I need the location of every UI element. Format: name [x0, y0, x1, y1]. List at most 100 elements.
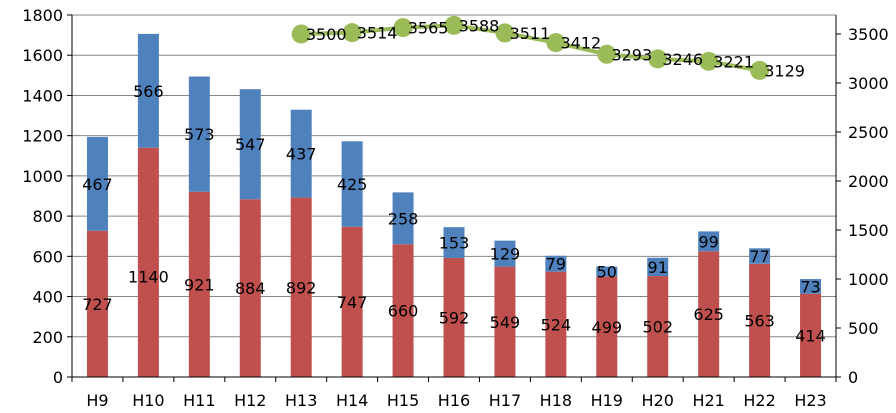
- data-label-upper: 99: [698, 232, 718, 251]
- line-point: [444, 15, 464, 35]
- bar-segment-upper: [341, 141, 363, 227]
- line-point: [546, 33, 566, 53]
- left-axis-tick-label: 800: [32, 207, 63, 226]
- data-labels: 727 467 1140 566 921 573 884 547 892 437 747 425 660…: [82, 16, 826, 345]
- line-data-label: 3129: [764, 61, 805, 80]
- right-axis-tick-label: 1500: [848, 221, 889, 240]
- line-data-label: 3221: [713, 52, 754, 71]
- bar-segment-lower: [698, 251, 720, 377]
- bar-segment-lower: [137, 147, 159, 377]
- bar-segment-lower: [443, 257, 465, 377]
- x-axis-tick-label: H13: [285, 391, 317, 410]
- left-axis-tick-label: 1600: [22, 46, 63, 65]
- bar-segment-lower: [749, 263, 771, 377]
- x-axis-tick-label: H12: [234, 391, 266, 410]
- right-axis-tick-label: 3500: [848, 25, 889, 44]
- data-label-lower: 625: [693, 305, 724, 324]
- right-axis-tick-label: 3000: [848, 74, 889, 93]
- line-point: [495, 23, 515, 43]
- data-label-upper: 566: [133, 82, 164, 101]
- line-point: [291, 24, 311, 44]
- data-label-lower: 660: [388, 302, 419, 321]
- data-label-lower: 414: [795, 326, 826, 345]
- data-label-upper: 73: [800, 277, 820, 296]
- bar-segment-lower: [545, 271, 567, 377]
- line-data-label: 3412: [561, 34, 602, 53]
- bars: [86, 33, 822, 377]
- bar-segment-upper: [749, 248, 771, 264]
- data-label-upper: 467: [82, 175, 113, 194]
- data-label-upper: 573: [184, 125, 215, 144]
- data-label-lower: 727: [82, 295, 113, 314]
- axes: 0 200 400 600 800 1000 1200 1400 1600 1800 0 500 100…: [22, 6, 888, 410]
- bar-segment-lower: [188, 191, 210, 377]
- line-series: [291, 15, 770, 80]
- line-data-label: 3246: [662, 50, 703, 69]
- data-label-upper: 129: [490, 245, 521, 264]
- x-axis-tick-label: H20: [642, 391, 674, 410]
- bar-segment-lower: [86, 230, 108, 377]
- line-point: [342, 23, 362, 43]
- right-axis-tick-label: 0: [848, 368, 858, 387]
- data-label-upper: 153: [439, 234, 470, 253]
- data-label-lower: 502: [642, 318, 673, 337]
- bar-segment-upper: [137, 33, 159, 148]
- bar-segment-upper: [188, 76, 210, 192]
- x-axis-tick-label: H11: [183, 391, 215, 410]
- right-axis-tick-label: 500: [848, 319, 879, 338]
- line-data-label: 3293: [611, 45, 652, 64]
- data-label-upper: 79: [546, 255, 566, 274]
- bar-segment-lower: [239, 199, 261, 377]
- line-data-label: 3588: [459, 16, 500, 35]
- line-point: [750, 60, 770, 80]
- right-axis-tick-label: 2000: [848, 172, 889, 191]
- left-axis-tick-label: 200: [32, 328, 63, 347]
- x-axis-tick-label: H23: [794, 391, 826, 410]
- bar-segment-upper: [290, 109, 312, 198]
- bar-segment-upper: [800, 279, 822, 294]
- bar-segment-lower: [647, 276, 669, 377]
- line-data-label: 3514: [357, 24, 398, 43]
- line-point: [699, 51, 719, 71]
- line-path: [301, 23, 760, 73]
- data-label-lower: 747: [337, 293, 368, 312]
- data-label-upper: 77: [749, 247, 769, 266]
- data-label-lower: 1140: [128, 267, 169, 286]
- x-axis-tick-label: H19: [591, 391, 623, 410]
- bar-segment-lower: [800, 293, 822, 377]
- data-label-upper: 425: [337, 175, 368, 194]
- x-axis-tick-label: H9: [86, 391, 108, 410]
- left-axis-tick-label: 1400: [22, 86, 63, 105]
- data-label-upper: 437: [286, 145, 317, 164]
- data-label-lower: 921: [184, 275, 215, 294]
- x-axis-tick-label: H15: [387, 391, 419, 410]
- bar-segment-upper: [443, 227, 465, 258]
- bar-segment-upper: [545, 255, 567, 272]
- x-axis-tick-label: H17: [489, 391, 521, 410]
- left-axis-tick-label: 1000: [22, 167, 63, 186]
- data-label-lower: 884: [235, 279, 266, 298]
- bar-segment-upper: [392, 192, 414, 245]
- data-label-lower: 549: [490, 313, 521, 332]
- bar-segment-upper: [494, 240, 516, 267]
- data-label-upper: 50: [597, 263, 617, 282]
- left-axis-tick-label: 1800: [22, 6, 63, 25]
- x-axis-tick-label: H16: [438, 391, 470, 410]
- bar-segment-upper: [86, 136, 108, 231]
- left-axis-tick-label: 600: [32, 247, 63, 266]
- left-axis-tick-label: 400: [32, 288, 63, 307]
- data-label-lower: 499: [592, 318, 623, 337]
- data-label-lower: 563: [744, 311, 775, 330]
- right-axis-tick-label: 2500: [848, 123, 889, 142]
- data-label-upper: 547: [235, 135, 266, 154]
- x-axis-tick-label: H21: [692, 391, 724, 410]
- x-axis-tick-label: H18: [540, 391, 572, 410]
- bar-segment-lower: [290, 197, 312, 377]
- bar-segment-upper: [698, 231, 720, 252]
- data-label-lower: 892: [286, 278, 317, 297]
- bar-segment-upper: [647, 257, 669, 277]
- data-label-lower: 524: [541, 315, 572, 334]
- line-point: [393, 18, 413, 38]
- data-label-upper: 258: [388, 209, 419, 228]
